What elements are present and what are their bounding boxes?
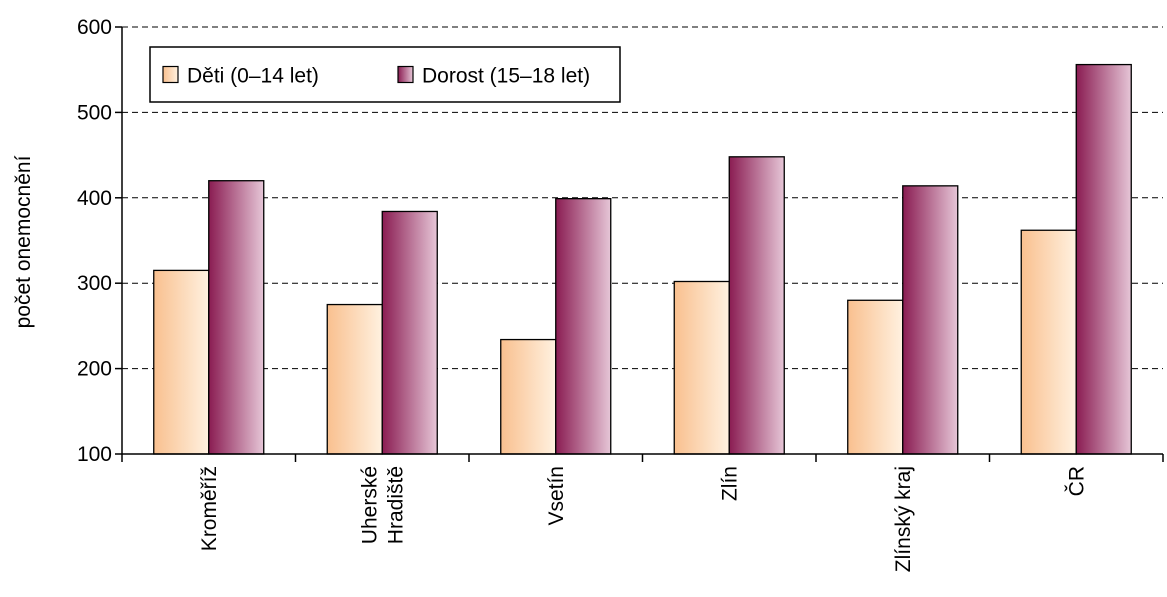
bar-deti [847,299,904,455]
y-tick-label: 100 [77,443,112,466]
bar-dorost [728,156,785,455]
x-category-label: Hradiště [384,466,407,544]
legend-swatch [397,65,414,84]
legend-label: Děti (0–14 let) [187,65,319,88]
y-tick-label: 300 [77,272,112,295]
legend: Děti (0–14 let) Dorost (15–18 let) [149,46,621,103]
y-tick-label: 500 [77,101,112,124]
x-category-label: Kroměříž [198,466,221,551]
bar-dorost [208,180,265,455]
x-category-label: Vsetín [545,466,568,526]
legend-swatch [162,65,179,84]
y-tick-label: 200 [77,358,112,381]
bar-deti [326,303,383,455]
bar-dorost [555,198,612,455]
bar-dorost [381,210,438,455]
x-category-label: Zlínský kraj [892,466,915,572]
y-tick-label: 400 [77,187,112,210]
legend-box [149,46,621,103]
axes: 100 200 300 400 500 600 Kroměříž Uherské Hradišt… [77,16,1164,572]
bar-deti [673,280,730,455]
bar-deti [1020,229,1077,455]
y-tick-label: 600 [77,16,112,39]
y-axis-title: počet onemocnění [12,155,35,328]
bars [153,63,1132,455]
bar-deti [500,338,557,455]
x-category-label: Uherské [358,466,381,544]
bar-dorost [1075,63,1132,455]
legend-label: Dorost (15–18 let) [422,65,590,88]
bar-deti [153,269,210,455]
x-category-label: Zlín [718,466,741,501]
bar-dorost [902,185,959,455]
gridlines [122,26,1163,370]
x-category-label: ČR [1065,466,1088,496]
